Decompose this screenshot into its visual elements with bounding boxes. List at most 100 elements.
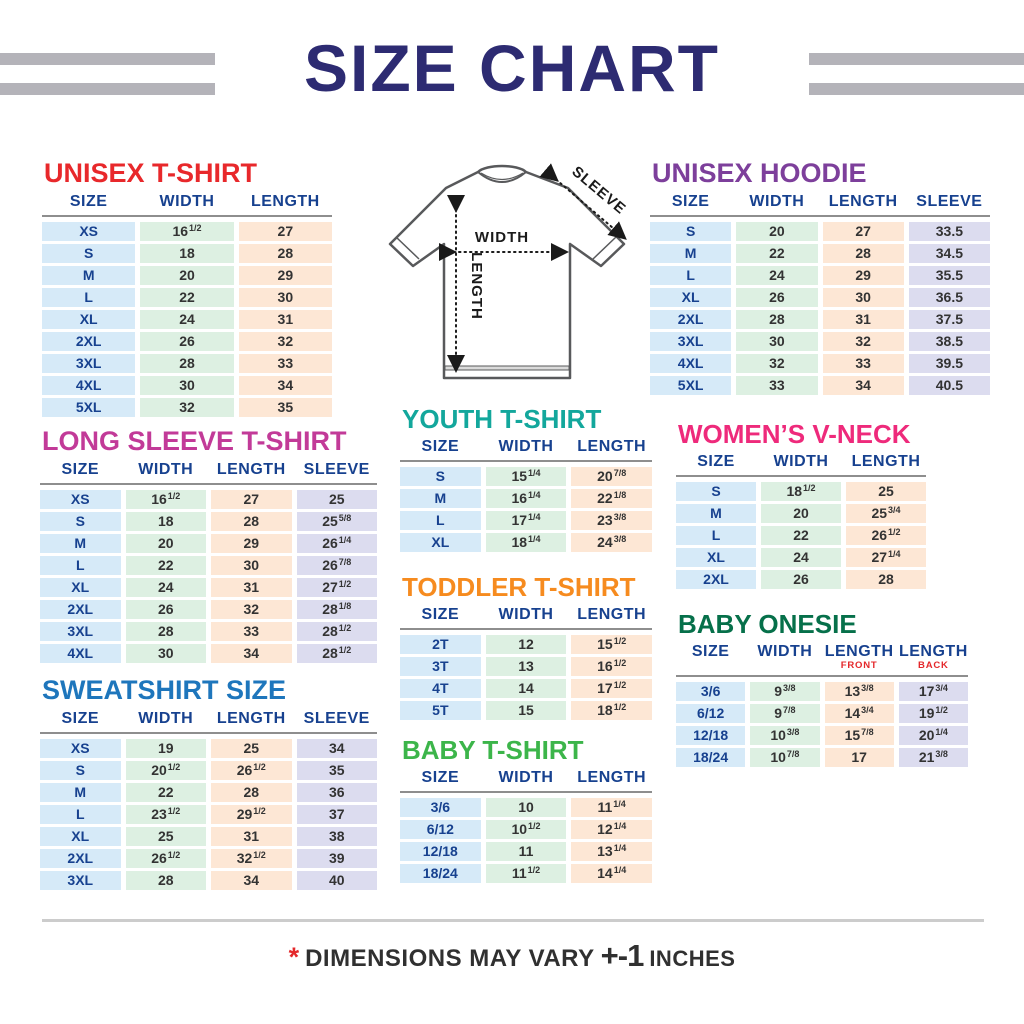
column-header: WIDTH [749,193,805,210]
header-rule [40,482,377,485]
size-cell: S [40,760,121,780]
column-header: WIDTH [757,643,813,660]
column-header: SIZE [421,769,460,786]
value-cell: 20 7/8 [571,466,652,486]
value-cell: 23 1/2 [125,804,206,824]
column-header: LENGTH [250,193,320,210]
value-cell: 26 [125,599,206,619]
value-cell: 33 [211,621,292,641]
size-cell: 6/12 [676,703,746,723]
header-rule [676,674,968,677]
value-cell: 20 [736,221,818,241]
value-cell: 22 [736,243,818,263]
value-cell: 29 [822,265,904,285]
size-cell: S [400,466,481,486]
size-cell: 2T [400,634,481,654]
title-decor-bar [809,83,1024,95]
size-table: SIZE WIDTH LENGTH FRONT LENGTH BACK 3/6 9 3/8 13 3… [676,643,968,767]
size-cell: 12/18 [676,725,746,745]
value-cell: 30 [822,287,904,307]
size-cell: 4T [400,678,481,698]
size-cell: 12/18 [400,841,481,861]
column-header: WIDTH [773,453,829,470]
value-cell: 20 1/4 [898,725,968,745]
value-cell: 34 [296,738,377,758]
value-cell: 16 1/2 [140,221,234,241]
column-header: LENGTH [577,606,647,623]
value-cell: 39.5 [908,353,990,373]
value-cell: 24 [140,309,234,329]
value-cell: 24 [761,547,841,567]
size-cell: XS [40,489,121,509]
value-cell: 18 1/4 [485,532,567,552]
size-cell: L [676,525,756,545]
tshirt-outline-icon [388,164,626,380]
size-cell: M [676,503,756,523]
value-cell: 32 [736,353,818,373]
sleeve-arrow-icon [539,163,627,240]
table-title: UNISEX HOODIE [652,158,867,188]
size-table: SIZE WIDTH LENGTH SLEEVE XS 16 1/2 27 25 S 18 28 25 5… [40,461,377,663]
table-youth-tshirt: YOUTH T-SHIRT SIZE WIDTH LENGTH S 15 1/4 20 7/8… [400,406,652,552]
column-header: WIDTH [498,438,554,455]
value-cell: 29 [238,265,332,285]
value-cell: 26 1/2 [211,760,292,780]
value-cell: 32 [238,331,332,351]
column-header: LENGTH BACK [898,643,968,671]
table-title: LONG SLEEVE T-SHIRT [42,426,347,456]
value-cell: 17 1/2 [571,678,652,698]
header-rule [650,214,990,217]
value-cell: 35.5 [908,265,990,285]
value-cell: 9 7/8 [750,703,820,723]
table-title: YOUTH T-SHIRT [402,404,602,434]
column-header: LENGTH [216,461,286,478]
table-unisex-tshirt: UNISEX T-SHIRT SIZE WIDTH LENGTH XS 16 1/2 27 S… [42,160,332,417]
value-cell: 10 [485,797,567,817]
column-header: SLEEVE [303,710,370,727]
value-cell: 18 [125,511,206,531]
value-cell: 17 1/4 [485,510,567,530]
value-cell: 18 1/2 [761,481,841,501]
value-cell: 28 [125,621,206,641]
value-cell: 35 [296,760,377,780]
size-cell: 5T [400,700,481,720]
value-cell: 38.5 [908,331,990,351]
size-cell: L [650,265,732,285]
value-cell: 39 [296,848,377,868]
value-cell: 30 [125,643,206,663]
value-cell: 34 [211,643,292,663]
value-cell: 27 1/4 [846,547,926,567]
title-decor-bar [809,53,1024,65]
value-cell: 13 [485,656,567,676]
tshirt-measurement-diagram: WIDTH LENGTH SLEEVE [388,163,629,380]
table-title: UNISEX T-SHIRT [44,158,258,188]
value-cell: 36.5 [908,287,990,307]
value-cell: 28 [846,569,926,589]
size-cell: 5XL [650,375,732,395]
table-title: TODDLER T-SHIRT [402,572,636,602]
value-cell: 29 1/2 [211,804,292,824]
table-baby-tshirt: BABY T-SHIRT SIZE WIDTH LENGTH 3/6 10 11 1/4 6/… [400,737,652,883]
value-cell: 17 3/4 [898,681,968,701]
column-header: LENGTH [216,710,286,727]
table-title: BABY ONESIE [678,609,857,639]
column-header: WIDTH [159,193,215,210]
value-cell: 20 [140,265,234,285]
size-cell: L [40,804,121,824]
footer-variance: +-1 [600,938,645,973]
value-cell: 30 [238,287,332,307]
value-cell: 16 1/2 [125,489,206,509]
column-header: WIDTH [138,461,194,478]
value-cell: 12 1/4 [571,819,652,839]
value-cell: 11 1/2 [485,863,567,883]
value-cell: 11 1/4 [571,797,652,817]
value-cell: 30 [736,331,818,351]
column-header: WIDTH [138,710,194,727]
value-cell: 27 1/2 [296,577,377,597]
value-cell: 34 [211,870,292,890]
value-cell: 15 1/2 [571,634,652,654]
size-table: SIZE WIDTH LENGTH SLEEVE S 20 27 33.5 M 22 28 34.5 L… [650,193,990,395]
value-cell: 34 [822,375,904,395]
size-cell: 2XL [40,848,121,868]
value-cell: 32 [822,331,904,351]
